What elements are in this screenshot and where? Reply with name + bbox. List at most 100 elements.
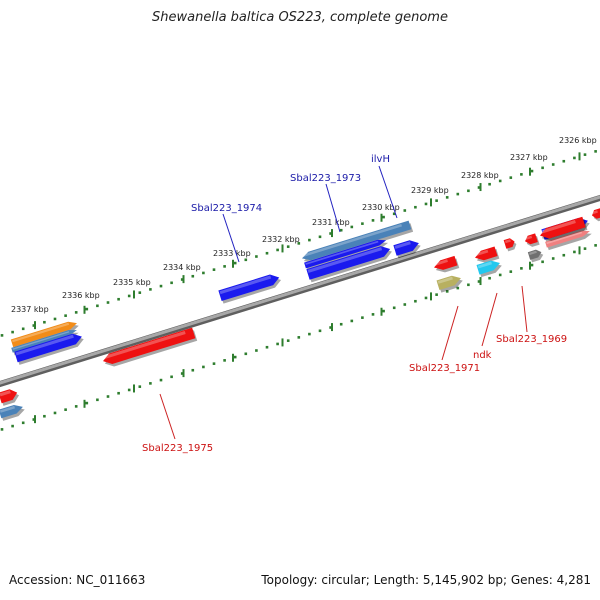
leader-line [325, 183, 341, 233]
bottom-ruler-dot [435, 293, 438, 296]
gene-arrow-highlight [539, 220, 576, 234]
top-ruler-dot [223, 265, 226, 268]
top-ruler-dot [573, 156, 576, 160]
top-ruler-dot [212, 268, 216, 271]
leader-line [481, 292, 498, 347]
top-ruler-dot [551, 163, 555, 166]
top-ruler-dot [64, 314, 67, 317]
bottom-ruler-dot [530, 263, 534, 267]
gene-arrow [436, 275, 463, 293]
genome-backbone [0, 195, 600, 385]
top-ruler-dot [308, 238, 311, 242]
top-ruler-dot [414, 205, 417, 209]
gene-arrow-highlight [546, 231, 583, 245]
top-ruler-dot [276, 248, 279, 252]
gene-arrow-highlight [394, 241, 411, 249]
bottom-ruler-dot [85, 401, 89, 405]
gene-arrow-body [525, 233, 538, 245]
top-ruler-dot [74, 311, 78, 314]
scale-label: 2336 kbp [62, 291, 100, 300]
top-ruler-dot [149, 288, 152, 291]
gene-arrow-body [306, 246, 391, 280]
gene-arrow-body [11, 330, 77, 353]
gene-arrow-body [218, 274, 280, 302]
bottom-ruler-dot [424, 296, 428, 300]
gene-label: Sbal223_1974 [191, 203, 262, 214]
gene-arrow-highlight [0, 390, 11, 397]
top-ruler-dot [456, 192, 460, 196]
top-ruler-dot [106, 301, 110, 304]
bottom-ruler-dot [297, 336, 301, 339]
top-ruler-dot [339, 228, 343, 232]
bottom-ruler-dot [329, 326, 332, 329]
top-ruler-dot [255, 255, 258, 258]
accession-label: Accession: NC_011663 [9, 573, 146, 587]
top-ruler-dot [509, 176, 513, 179]
bottom-ruler-dot [583, 247, 587, 250]
top-ruler-dot [233, 261, 237, 265]
gene-arrow [393, 240, 421, 259]
gene-arrow-highlight [524, 235, 533, 241]
top-ruler-dot [350, 225, 354, 229]
top-ruler-dot [477, 186, 481, 189]
top-ruler-dot [170, 281, 173, 285]
bottom-ruler-dot [318, 329, 322, 333]
gene-arrow-highlight [15, 334, 74, 356]
bottom-ruler-dot [138, 385, 142, 388]
gene-arrow [14, 333, 84, 365]
gene-arrow-highlight [437, 276, 453, 284]
top-ruler-dot [138, 291, 142, 294]
top-ruler-dot [43, 320, 46, 324]
bottom-ruler-dot [159, 378, 163, 382]
gene-arrow-highlight [305, 240, 379, 265]
gene-arrow-highlight [219, 275, 272, 295]
top-ruler-dot [202, 271, 205, 275]
gene-arrow [591, 208, 600, 222]
gene-arrow-body [503, 238, 515, 249]
bottom-ruler-dot [403, 303, 407, 306]
leader-line [222, 213, 240, 263]
top-ruler-dot [180, 278, 184, 281]
bottom-ruler-dot [64, 408, 67, 411]
top-ruler-dot [32, 324, 36, 327]
top-ruler-dot [265, 251, 269, 255]
leader-line [159, 393, 176, 440]
gene-arrow-body [592, 208, 600, 219]
topology-label: Topology: circular; Length: 5,145,902 bp… [261, 573, 591, 587]
gene-arrow-highlight [0, 405, 15, 413]
leader-line [378, 165, 398, 219]
scale-label: 2337 kbp [11, 305, 49, 314]
bottom-ruler-dot [414, 299, 417, 303]
leader-line [441, 305, 459, 361]
gene-arrow-body [436, 275, 461, 290]
top-ruler-dot [286, 245, 290, 248]
gene-arrow [0, 389, 20, 406]
scale-label: 2333 kbp [213, 249, 251, 258]
bottom-ruler-dot [456, 286, 460, 290]
bottom-ruler-dot [0, 428, 4, 431]
bottom-ruler-dot [32, 418, 36, 421]
gene-arrow [539, 216, 588, 242]
top-ruler-dot [488, 182, 491, 186]
gene-arrow-body [14, 333, 82, 363]
top-ruler-dot [424, 202, 428, 206]
top-ruler-dot [297, 242, 301, 245]
top-ruler-dot [329, 232, 332, 235]
top-ruler-dot [594, 150, 597, 153]
top-ruler-dot [583, 153, 587, 156]
gene-arrow-body [393, 240, 419, 256]
gene-arrow-body [10, 321, 77, 348]
bottom-ruler-dot [202, 365, 205, 369]
gene-label: Sbal223_1971 [409, 363, 480, 374]
gene-arrow-body [0, 389, 18, 404]
gene-label: Sbal223_1975 [142, 443, 213, 454]
bottom-ruler-dot [445, 290, 449, 293]
bottom-ruler-dot [339, 322, 343, 326]
bottom-ruler-dot [244, 352, 248, 356]
gene-arrow-highlight [12, 322, 70, 343]
scale-label: 2332 kbp [262, 235, 300, 244]
bottom-ruler-dot [276, 342, 279, 346]
gene-arrow-highlight [301, 223, 403, 258]
